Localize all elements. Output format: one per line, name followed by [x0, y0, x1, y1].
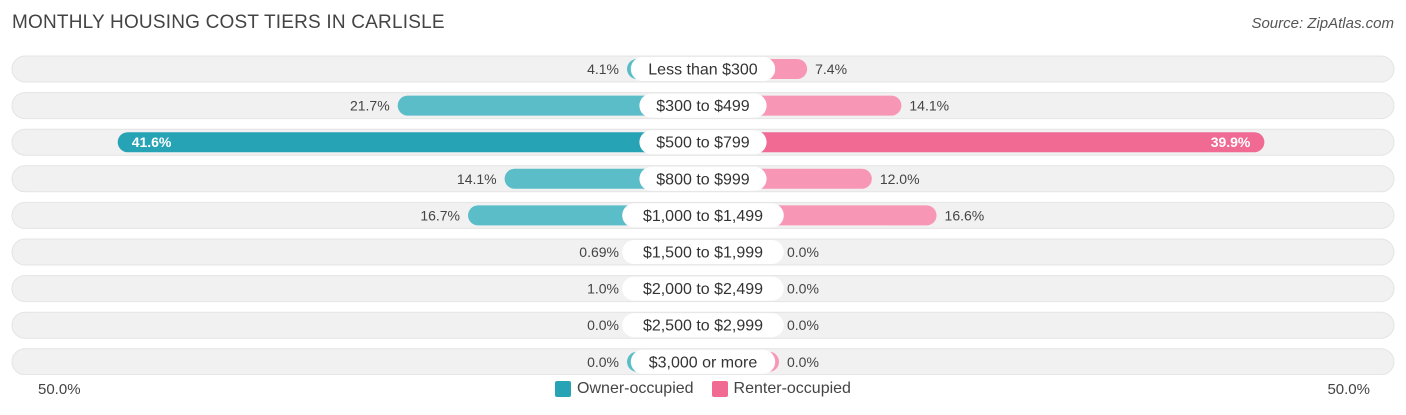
- category-pill-2-000-to-2-499: [622, 276, 784, 301]
- value-label-renter-3-000-or-more: 0.0%: [787, 354, 819, 370]
- value-label-renter-500-to-799: 39.9%: [1211, 134, 1251, 150]
- bar-owner-500-to-799: [117, 132, 704, 153]
- category-pill-3-000-or-more: [630, 349, 776, 374]
- value-label-renter-1-500-to-1-999: 0.0%: [787, 244, 819, 260]
- category-pill-500-to-799: [639, 130, 767, 155]
- category-label-1-500-to-1-999: $1,500 to $1,999: [643, 245, 763, 262]
- category-pill-800-to-999: [639, 166, 767, 191]
- category-pill-1-500-to-1-999: [622, 240, 784, 264]
- category-pill-1-000-to-1-499: [622, 203, 784, 228]
- value-label-owner-1-000-to-1-499: 16.7%: [420, 207, 460, 223]
- category-label-2-000-to-2-499: $2,000 to $2,499: [643, 281, 763, 298]
- axis-max-label: 50.0%: [1327, 381, 1370, 398]
- chart: Less than $300 4.1% 7.4% $300 to $499 21.7% 1…: [11, 55, 1395, 375]
- source-label: Source: ZipAtlas.com: [1251, 15, 1394, 32]
- value-label-owner-300-to-499: 21.7%: [350, 98, 390, 114]
- bar-owner-300-to-499: [397, 95, 703, 116]
- value-label-owner-less-than-300: 4.1%: [587, 61, 619, 77]
- category-label-less-than-300: Less than $300: [648, 62, 758, 79]
- bar-renter-500-to-799: [703, 132, 1265, 153]
- value-label-renter-2-500-to-2-999: 0.0%: [787, 317, 819, 333]
- axis-min-label: 50.0%: [38, 381, 81, 398]
- value-label-renter-300-to-499: 14.1%: [909, 98, 949, 114]
- category-pill-300-to-499: [639, 93, 767, 118]
- value-label-owner-2-000-to-2-499: 1.0%: [587, 281, 619, 297]
- category-pill-less-than-300: [630, 57, 776, 81]
- value-label-owner-2-500-to-2-999: 0.0%: [587, 317, 619, 333]
- value-label-renter-800-to-999: 12.0%: [880, 171, 920, 187]
- value-label-owner-1-500-to-1-999: 0.69%: [579, 244, 619, 260]
- category-pill-2-500-to-2-999: [622, 313, 784, 338]
- value-label-owner-3-000-or-more: 0.0%: [587, 354, 619, 370]
- legend: Owner-occupied Renter-occupied: [0, 380, 1406, 398]
- category-label-3-000-or-more: $3,000 or more: [649, 354, 758, 371]
- value-label-renter-2-000-to-2-499: 0.0%: [787, 281, 819, 297]
- legend-label-owner: Owner-occupied: [577, 380, 694, 397]
- chart-title: MONTHLY HOUSING COST TIERS IN CARLISLE: [12, 12, 445, 33]
- value-label-owner-500-to-799: 41.6%: [132, 134, 172, 150]
- legend-item-owner: Owner-occupied: [555, 380, 694, 398]
- category-label-1-000-to-1-499: $1,000 to $1,499: [643, 208, 763, 225]
- legend-label-renter: Renter-occupied: [733, 380, 851, 397]
- category-label-800-to-999: $800 to $999: [656, 171, 750, 188]
- category-label-500-to-799: $500 to $799: [656, 135, 750, 152]
- category-label-2-500-to-2-999: $2,500 to $2,999: [643, 318, 763, 335]
- value-label-renter-less-than-300: 7.4%: [815, 61, 847, 77]
- legend-item-renter: Renter-occupied: [711, 380, 851, 398]
- legend-swatch-renter: [711, 381, 728, 397]
- value-label-owner-800-to-999: 14.1%: [457, 171, 497, 187]
- legend-swatch-owner: [555, 381, 572, 397]
- category-label-300-to-499: $300 to $499: [656, 98, 750, 115]
- value-label-renter-1-000-to-1-499: 16.6%: [945, 207, 985, 223]
